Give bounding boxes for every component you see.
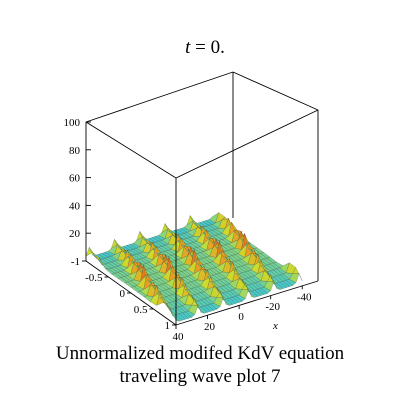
box-edge [232, 71, 319, 111]
z-axis: 20 40 60 80 100 [64, 117, 91, 240]
z-tick-label: 60 [69, 173, 81, 185]
box-edge [175, 280, 319, 326]
x-tick-label: -40 [297, 291, 312, 303]
box-edge [85, 71, 234, 123]
x-tick-label: 40 [173, 331, 185, 343]
caption-line-1: Unnormalized modifed KdV equation [55, 343, 345, 364]
plot-title: t = 0. [185, 37, 225, 58]
z-tick-label: 40 [69, 200, 81, 212]
x-tick-label: 0 [238, 311, 244, 323]
x-axis: 40 20 0 -20 -40 [173, 285, 312, 343]
caption-line-2: traveling wave plot 7 [119, 366, 281, 387]
surface-patch [292, 267, 303, 281]
z-tick-label: 20 [69, 228, 81, 240]
box-edge [85, 121, 177, 179]
y-tick-label: -0.5 [85, 272, 103, 284]
x-tick-label: 20 [204, 321, 216, 333]
y-tick-label: -1 [71, 256, 80, 268]
x-tick-label: -20 [265, 301, 280, 313]
box-edge [175, 109, 319, 179]
x-axis-label: x [272, 320, 278, 332]
bounding-box [85, 71, 319, 281]
y-tick-label: 0 [120, 288, 126, 300]
y-axis: -1 -0.5 0 0.5 1 [71, 256, 176, 332]
y-tick-label: 1 [165, 320, 171, 332]
wave-surface [85, 212, 303, 322]
y-tick-label: 0.5 [134, 304, 148, 316]
z-tick-label: 80 [69, 145, 81, 157]
z-tick-label: 100 [64, 117, 81, 129]
